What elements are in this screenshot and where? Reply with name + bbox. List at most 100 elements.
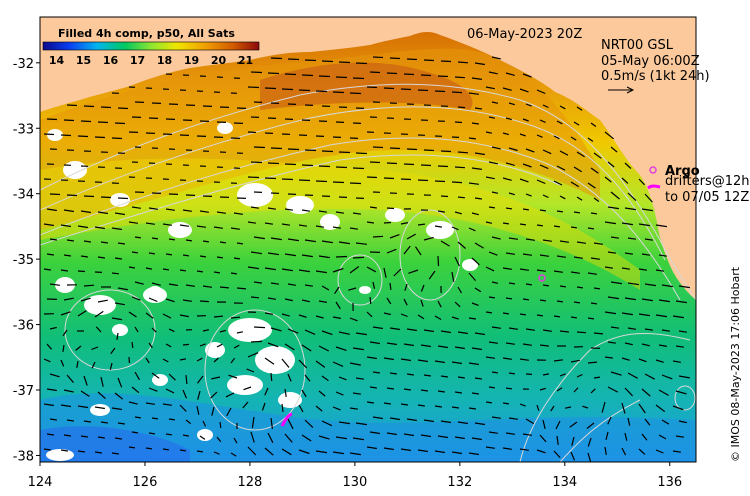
current-vector xyxy=(226,407,232,417)
current-vector xyxy=(488,251,498,256)
current-vector xyxy=(66,239,74,242)
current-vector xyxy=(165,208,175,211)
current-vector xyxy=(644,373,655,380)
current-vector xyxy=(539,209,546,212)
current-vector xyxy=(233,344,240,349)
current-vector xyxy=(270,147,283,150)
current-vector xyxy=(62,344,65,352)
current-vector xyxy=(114,392,124,400)
current-vector xyxy=(505,72,515,76)
current-vector xyxy=(199,435,206,440)
current-vector xyxy=(627,327,636,330)
current-vector xyxy=(185,239,192,242)
model-time: 05-May 06:00Z xyxy=(601,54,700,69)
current-vector xyxy=(196,450,203,453)
current-vector xyxy=(471,257,480,266)
current-vector xyxy=(607,251,616,254)
current-vector xyxy=(468,407,476,410)
current-vector xyxy=(505,252,515,255)
current-vector xyxy=(83,420,91,423)
current-vector xyxy=(287,238,299,242)
current-vector xyxy=(404,283,408,291)
current-vector xyxy=(491,236,501,240)
current-vector xyxy=(301,344,312,352)
current-vector xyxy=(621,447,627,456)
current-vector xyxy=(335,391,344,396)
current-vector xyxy=(372,371,380,374)
current-vector xyxy=(284,253,296,257)
current-vector xyxy=(644,328,653,331)
current-vector xyxy=(468,92,479,95)
current-vector xyxy=(267,162,280,165)
current-vector xyxy=(253,146,266,149)
current-vector xyxy=(457,241,466,249)
current-vector xyxy=(281,448,292,456)
current-vector xyxy=(386,207,395,210)
current-vector xyxy=(383,221,392,224)
current-vector xyxy=(128,446,135,449)
current-vector xyxy=(216,256,223,259)
current-vector xyxy=(601,401,606,413)
current-vector xyxy=(508,372,515,375)
current-vector xyxy=(408,269,419,274)
current-vector xyxy=(66,104,78,107)
current-vector xyxy=(116,332,119,340)
current-vector xyxy=(570,359,580,363)
current-vector xyxy=(553,180,563,186)
current-vector xyxy=(383,357,394,361)
current-vector xyxy=(233,437,238,444)
current-vector xyxy=(491,416,501,419)
current-vector xyxy=(525,238,535,241)
current-vector xyxy=(454,76,466,79)
y-tick-label: -37 xyxy=(13,384,34,399)
current-vector xyxy=(604,356,613,359)
current-vector xyxy=(94,310,104,318)
current-vector xyxy=(233,212,243,215)
current-vector xyxy=(202,240,209,243)
current-vector xyxy=(454,391,462,394)
current-vector xyxy=(420,344,431,348)
current-vector xyxy=(624,297,636,301)
current-vector xyxy=(658,389,669,396)
current-vector xyxy=(97,436,105,439)
current-vector xyxy=(151,237,158,240)
current-vector xyxy=(60,449,68,452)
current-vector xyxy=(111,137,123,140)
current-vector xyxy=(383,87,395,90)
current-vector xyxy=(128,401,138,405)
current-vector xyxy=(576,286,583,289)
current-vector xyxy=(383,177,395,180)
current-vector xyxy=(491,326,501,329)
current-vector xyxy=(236,287,247,290)
current-vector xyxy=(131,341,134,349)
current-vector xyxy=(77,270,86,273)
current-vector xyxy=(586,422,595,429)
current-vector xyxy=(185,284,195,287)
current-vector xyxy=(607,161,615,168)
y-tick-label: -36 xyxy=(13,319,34,334)
current-vector xyxy=(247,86,260,89)
current-vector xyxy=(247,176,260,179)
drifter-legend-time: to 07/05 12Z xyxy=(665,190,749,205)
current-vector xyxy=(621,267,630,270)
current-vector xyxy=(196,357,203,362)
current-vector xyxy=(117,197,129,200)
current-vector xyxy=(621,222,633,226)
current-vector xyxy=(77,405,88,409)
current-vector xyxy=(43,133,55,136)
current-vector xyxy=(366,401,374,404)
current-vector xyxy=(474,287,482,293)
current-vector xyxy=(383,267,387,278)
current-vector xyxy=(539,119,546,123)
current-vector xyxy=(403,245,411,255)
current-vector xyxy=(386,248,397,254)
current-vector xyxy=(202,420,207,427)
current-vector xyxy=(332,451,344,455)
current-vector xyxy=(91,361,96,369)
current-vector xyxy=(62,329,68,337)
current-vector xyxy=(63,434,71,437)
current-vector xyxy=(318,300,328,303)
current-vector xyxy=(247,266,259,270)
current-vector xyxy=(63,119,75,122)
current-vector xyxy=(471,212,479,216)
